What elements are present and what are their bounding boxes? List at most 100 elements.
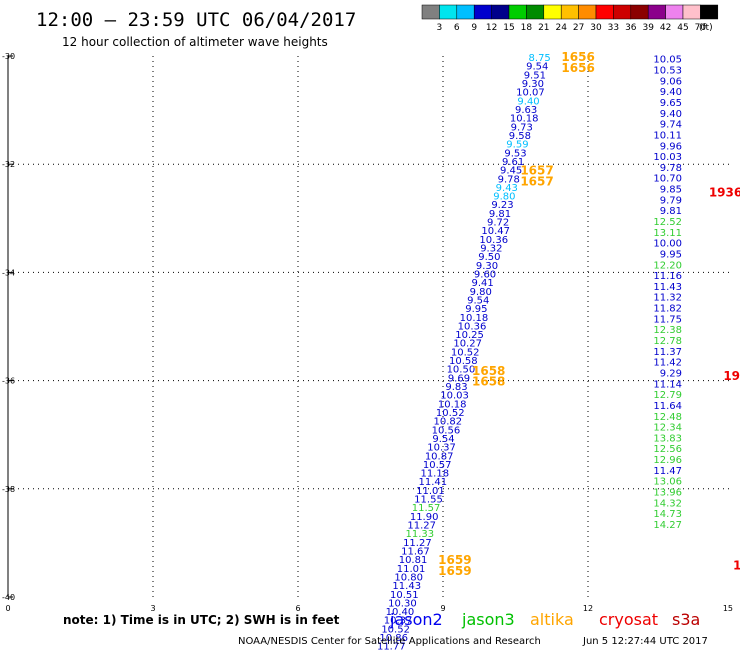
colorbar-tick-label: 21 bbox=[538, 23, 549, 33]
track-wave-height-label: 10.36 bbox=[479, 235, 508, 246]
track-wave-height-label: 11.01 bbox=[416, 486, 445, 497]
track-wave-height-label: 9.30 bbox=[476, 261, 498, 272]
plot-axes: -30 -32 -34 -36 -38 -40 0 3 6 9 12 15 bbox=[2, 52, 733, 613]
column-wave-height-label: 9.40 bbox=[660, 109, 682, 120]
column-wave-height-label: 10.53 bbox=[653, 66, 682, 77]
colorbar-tick-label: 30 bbox=[590, 23, 602, 33]
track-wave-height-label: 10.47 bbox=[481, 226, 510, 237]
pass-cycle-label: 1935 bbox=[723, 369, 740, 383]
track-wave-height-label: 10.27 bbox=[453, 339, 482, 350]
column-wave-height-label: 9.06 bbox=[660, 76, 682, 87]
column-wave-height-label: 11.32 bbox=[653, 293, 682, 304]
colorbar-swatch bbox=[473, 4, 492, 20]
track-wave-height-label: 10.40 bbox=[386, 607, 415, 618]
track-wave-height-label: 10.30 bbox=[388, 598, 417, 609]
colorbar-swatch bbox=[613, 4, 632, 20]
track-wave-height-label: 11.77 bbox=[377, 642, 406, 650]
track-wave-height-label: 10.52 bbox=[381, 624, 410, 635]
track-wave-height-label: 9.54 bbox=[526, 62, 548, 73]
colorbar-swatch bbox=[630, 4, 649, 20]
track-wave-height-label: 8.75 bbox=[529, 53, 551, 64]
y-tick-label: -32 bbox=[2, 160, 15, 169]
colorbar-swatch bbox=[439, 4, 458, 20]
colorbar-tick-label: 24 bbox=[555, 23, 567, 33]
satellite-legend-cryosat: cryosat bbox=[599, 610, 658, 629]
column-wave-height-label: 12.38 bbox=[653, 325, 682, 336]
track-wave-height-label: 9.61 bbox=[502, 157, 524, 168]
track-wave-height-label: 10.18 bbox=[460, 313, 489, 324]
column-wave-height-label: 12.96 bbox=[653, 455, 682, 466]
pass-cycle-label: 1658 bbox=[472, 364, 505, 378]
colorbar-tick-label: 70 bbox=[695, 23, 707, 33]
track-wave-height-label: 11.27 bbox=[403, 538, 432, 549]
column-wave-height-label: 9.78 bbox=[660, 163, 682, 174]
track-wave-height-label: 10.87 bbox=[425, 451, 454, 462]
track-wave-height-label: 11.01 bbox=[397, 564, 426, 575]
page-subtitle: 12 hour collection of altimeter wave hei… bbox=[62, 35, 328, 49]
column-wave-height-label: 11.75 bbox=[653, 314, 682, 325]
plot-grid bbox=[8, 56, 733, 597]
track-wave-height-label: 11.57 bbox=[412, 503, 441, 514]
colorbar-swatch bbox=[665, 4, 684, 20]
colorbar-tick-label: 12 bbox=[486, 23, 497, 33]
y-tick-label: -36 bbox=[2, 377, 15, 386]
track-wave-height-label: 9.95 bbox=[465, 304, 487, 315]
colorbar-tick-label: (ft) bbox=[699, 23, 713, 33]
colorbar-tick-label: 18 bbox=[521, 23, 533, 33]
note-text: note: 1) Time is in UTC; 2) SWH is in fe… bbox=[63, 613, 340, 627]
track-wave-height-label: 10.52 bbox=[436, 408, 465, 419]
track-wave-height-label: 11.43 bbox=[392, 581, 421, 592]
pass-cycle-label: 1657 bbox=[520, 174, 553, 188]
track-wave-height-label: 9.30 bbox=[522, 79, 544, 90]
track-wave-height-label: 9.41 bbox=[472, 278, 494, 289]
column-wave-height-label: 14.27 bbox=[653, 520, 682, 531]
footer-org: NOAA/NESDIS Center for Satellite Applica… bbox=[238, 636, 541, 647]
track-wave-height-label: 9.53 bbox=[504, 148, 526, 159]
track-wave-height-label: 9.45 bbox=[500, 166, 522, 177]
column-wave-height-label: 9.79 bbox=[660, 195, 682, 206]
track-wave-height-label: 10.25 bbox=[455, 330, 484, 341]
track-wave-height-label: 10.18 bbox=[510, 114, 539, 125]
column-wave-height-label: 13.06 bbox=[653, 477, 682, 488]
y-tick-label: -40 bbox=[2, 593, 15, 602]
column-wave-height-label: 9.96 bbox=[660, 141, 682, 152]
colorbar-swatch bbox=[595, 4, 614, 20]
track-wave-height-label: 11.41 bbox=[419, 477, 448, 488]
column-wave-height-label: 13.96 bbox=[653, 488, 682, 499]
column-wave-height-label: 13.83 bbox=[653, 433, 682, 444]
track-wave-height-label: 9.50 bbox=[478, 252, 500, 263]
page-title: 12:00 – 23:59 UTC 06/04/2017 bbox=[36, 9, 356, 31]
track-wave-height-label: 9.80 bbox=[493, 192, 515, 203]
column-wave-height-label: 12.48 bbox=[653, 412, 682, 423]
column-wave-height-label: 13.11 bbox=[653, 228, 682, 239]
colorbar-tick-label: 33 bbox=[608, 23, 619, 33]
x-tick-label: 0 bbox=[5, 604, 10, 613]
colorbar-tick-label: 6 bbox=[454, 23, 460, 33]
y-tick-label: -34 bbox=[2, 268, 15, 277]
colorbar-swatch bbox=[456, 4, 475, 20]
track-wave-height-label: 10.03 bbox=[440, 391, 469, 402]
column-wave-height-label: 10.70 bbox=[653, 174, 682, 185]
column-wave-height-label: 12.52 bbox=[653, 217, 682, 228]
satellite-legend-jason3: jason3 bbox=[461, 610, 515, 629]
x-tick-label: 12 bbox=[583, 604, 593, 613]
column-wave-height-label: 11.82 bbox=[653, 304, 682, 315]
colorbar-tick-label: 39 bbox=[642, 23, 654, 33]
track-wave-height-label: 9.60 bbox=[474, 269, 496, 280]
colorbar-tick-label: 9 bbox=[471, 23, 477, 33]
track-wave-height-label: 9.72 bbox=[487, 218, 509, 229]
track-wave-height-label: 10.07 bbox=[516, 88, 545, 99]
track-wave-height-label: 10.58 bbox=[449, 356, 478, 367]
track-wave-height-label: 11.90 bbox=[410, 512, 439, 523]
colorbar-swatch bbox=[421, 4, 440, 20]
track-wave-height-label: 11.18 bbox=[420, 469, 449, 480]
track-wave-height-label: 9.81 bbox=[489, 209, 511, 220]
track-wave-height-label: 11.55 bbox=[414, 495, 443, 506]
track-wave-height-label: 9.43 bbox=[496, 183, 518, 194]
column-wave-height-label: 10.05 bbox=[653, 55, 682, 66]
track-wave-height-label: 10.86 bbox=[379, 633, 408, 644]
column-wave-height-label: 11.42 bbox=[653, 358, 682, 369]
pass-cycle-label: 1656 bbox=[561, 61, 594, 75]
track-wave-height-label: 10.56 bbox=[432, 425, 461, 436]
